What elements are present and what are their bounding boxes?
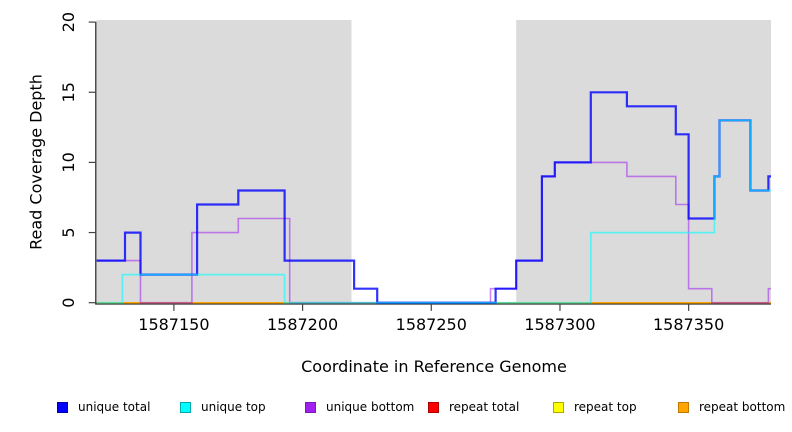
legend-swatch-repeat-bottom	[678, 401, 689, 413]
series-unique-top	[96, 119, 771, 304]
legend-label: unique total	[78, 400, 151, 414]
legend-item-repeat-total: repeat total	[428, 399, 519, 415]
x-tick-label: 1587250	[396, 315, 467, 334]
legend-label: repeat total	[449, 400, 520, 414]
y-tick-label: 20	[59, 12, 78, 32]
legend-label: repeat top	[574, 400, 637, 414]
y-axis-title: Read Coverage Depth	[26, 74, 46, 250]
legend-label: unique top	[201, 400, 266, 414]
shaded-region	[96, 19, 352, 303]
legend-swatch-repeat-total	[428, 401, 439, 413]
legend-swatch-unique-total	[57, 401, 68, 413]
x-tick-label: 1587200	[267, 315, 338, 334]
y-tick-label: 5	[59, 227, 78, 237]
x-tick-label: 1587150	[138, 315, 209, 334]
legend-label: unique bottom	[326, 400, 415, 414]
x-tick-label: 1587350	[653, 315, 724, 334]
x-axis-title: Coordinate in Reference Genome	[301, 357, 567, 376]
legend-item-repeat-bottom: repeat bottom	[678, 399, 785, 415]
legend-label: repeat bottom	[699, 400, 786, 414]
legend-item-unique-total: unique total	[57, 399, 150, 415]
legend-swatch-unique-top	[180, 401, 191, 413]
legend-swatch-repeat-top	[553, 401, 564, 413]
x-tick-label: 1587300	[524, 315, 595, 334]
legend-item-unique-bottom: unique bottom	[305, 399, 414, 415]
legend-item-repeat-top: repeat top	[553, 399, 637, 415]
y-tick-label: 10	[59, 152, 78, 172]
y-tick-label: 0	[59, 298, 78, 308]
y-tick-label: 15	[59, 82, 78, 102]
legend: unique total unique top unique bottom re…	[0, 399, 792, 417]
legend-swatch-unique-bottom	[305, 401, 316, 413]
legend-item-unique-top: unique top	[180, 399, 266, 415]
